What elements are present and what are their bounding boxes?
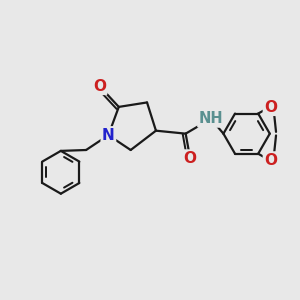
Text: N: N xyxy=(102,128,115,142)
Text: O: O xyxy=(264,153,277,168)
Text: O: O xyxy=(184,151,196,166)
Text: NH: NH xyxy=(199,111,223,126)
Text: O: O xyxy=(93,79,106,94)
Text: O: O xyxy=(264,100,277,115)
